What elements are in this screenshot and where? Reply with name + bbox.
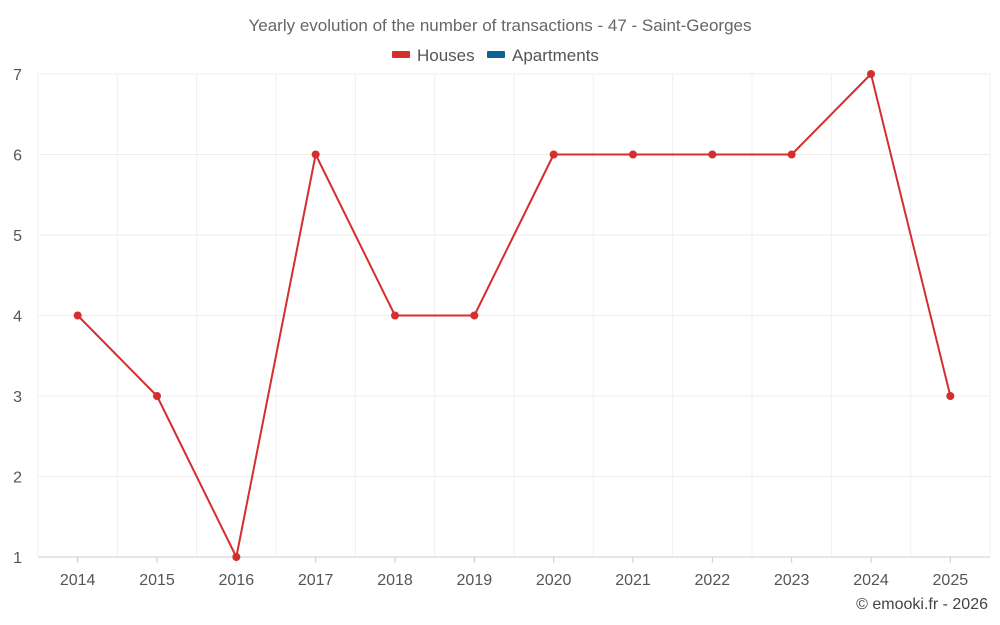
y-tick-label: 3 [13,389,22,406]
x-tick-label: 2017 [298,572,334,589]
x-tick-label: 2021 [615,572,651,589]
legend-item-apartments[interactable]: Apartments [487,46,599,65]
x-tick-label: 2018 [377,572,413,589]
x-tick-label: 2015 [139,572,175,589]
data-point-houses[interactable] [787,150,796,159]
x-tick-label: 2024 [853,572,889,589]
data-point-houses[interactable] [946,392,955,400]
y-tick-label: 5 [13,228,22,245]
x-tick-label: 2025 [933,572,969,589]
x-tick-label: 2019 [457,572,493,589]
y-tick-label: 4 [13,309,22,326]
data-point-houses[interactable] [73,311,82,320]
axes: 1 2 3 4 5 6 7 2014 2015 2016 2017 2018 2019 2020 2021 2… [13,67,990,589]
data-point-houses[interactable] [549,150,558,159]
legend-label-apartments: Apartments [512,46,599,65]
chart-title: Yearly evolution of the number of transa… [248,16,751,35]
grid [37,73,991,558]
data-point-houses[interactable] [470,311,479,320]
x-tick-label: 2016 [219,572,255,589]
data-point-houses[interactable] [708,150,717,159]
legend-swatch-houses [392,51,410,58]
y-tick-label: 7 [13,67,22,84]
legend-label-houses: Houses [417,46,475,65]
series-line-houses [76,73,952,558]
legend: Houses Apartments [392,46,599,65]
legend-swatch-apartments [487,51,505,58]
data-point-houses[interactable] [153,392,161,400]
y-tick-label: 2 [13,470,22,487]
x-tick-label: 2014 [60,572,96,589]
data-point-houses[interactable] [391,311,399,320]
data-point-houses[interactable] [311,150,320,159]
data-point-houses[interactable] [232,553,241,561]
data-point-houses[interactable] [629,150,637,159]
x-tick-label: 2022 [695,572,731,589]
x-tick-label: 2023 [774,572,810,589]
series-houses [73,70,955,561]
y-tick-label: 6 [13,148,22,165]
legend-item-houses[interactable]: Houses [392,46,475,65]
x-tick-label: 2020 [536,572,572,589]
data-point-houses[interactable] [867,70,875,78]
credit-text: © emooki.fr - 2026 [856,596,988,613]
y-tick-label: 1 [13,550,22,567]
